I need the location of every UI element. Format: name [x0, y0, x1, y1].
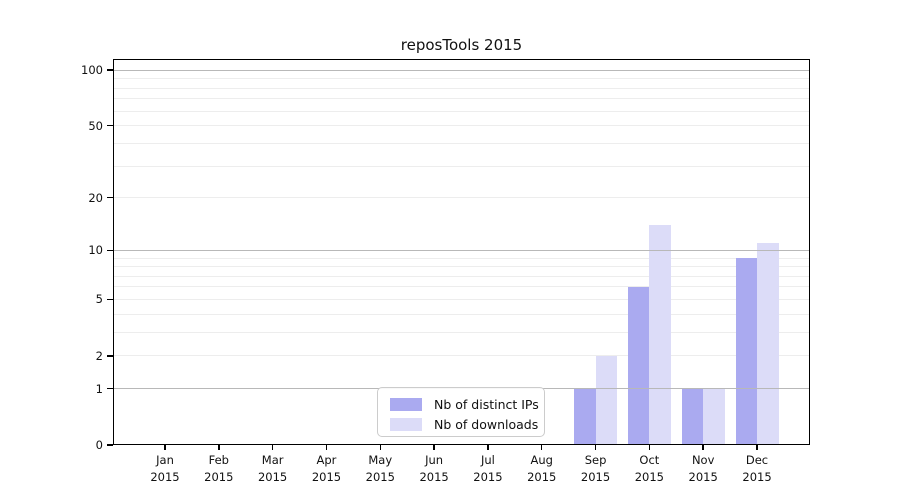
y-tick-20 [107, 196, 113, 199]
major-gridline-10 [113, 249, 810, 251]
y-tick-label-20: 20 [88, 190, 103, 205]
x-tick-label-oct-2015: Oct 2015 [634, 453, 665, 484]
bar-nb-of-downloads-dec-2015 [757, 243, 779, 445]
legend-item-nb-of-distinct-ips: Nb of distinct IPs [390, 395, 544, 413]
minor-gridline-80 [113, 87, 810, 89]
x-tick-label-may-2015: May 2015 [365, 453, 395, 484]
minor-gridline-7 [113, 275, 810, 277]
x-tick-label-sep-2015: Sep 2015 [580, 453, 611, 484]
minor-gridline-70 [113, 98, 810, 100]
x-tick-label-jan-2015: Jan 2015 [150, 453, 180, 484]
x-tick-sep-2015 [594, 445, 597, 450]
y-tick-label-5: 5 [95, 292, 103, 307]
legend-swatch-nb-of-distinct-ips [390, 397, 422, 411]
legend-label-nb-of-distinct-ips: Nb of distinct IPs [434, 396, 539, 412]
minor-gridline-90 [113, 78, 810, 80]
x-tick-dec-2015 [756, 445, 758, 450]
major-gridline-100 [113, 69, 810, 71]
legend-swatch-nb-of-downloads [390, 417, 422, 431]
y-tick-100 [107, 69, 113, 71]
y-tick-label-2: 2 [95, 348, 103, 363]
bar-nb-of-distinct-ips-sep-2015 [574, 388, 596, 445]
minor-gridline-3 [113, 331, 810, 333]
x-tick-label-dec-2015: Dec 2015 [742, 453, 772, 484]
bar-nb-of-distinct-ips-dec-2015 [735, 258, 758, 445]
y-tick-label-100: 100 [81, 63, 103, 78]
minor-gridline-4 [113, 313, 810, 315]
y-tick-5 [107, 298, 113, 301]
y-tick-label-0: 0 [95, 438, 103, 452]
minor-gridline-30 [113, 165, 810, 167]
x-tick-jun-2015 [433, 445, 435, 450]
bar-nb-of-downloads-nov-2015 [703, 388, 725, 445]
minor-gridline-40 [113, 142, 810, 144]
minor-gridline-50 [113, 125, 810, 127]
x-tick-apr-2015 [325, 445, 328, 450]
legend-item-nb-of-downloads: Nb of downloads [390, 415, 544, 433]
bar-nb-of-distinct-ips-nov-2015 [681, 388, 704, 445]
minor-gridline-8 [113, 266, 810, 268]
y-tick-1 [107, 387, 113, 390]
x-tick-label-apr-2015: Apr 2015 [311, 453, 342, 484]
y-tick-0 [107, 444, 113, 446]
legend: Nb of distinct IPs Nb of downloads [377, 387, 545, 437]
x-tick-aug-2015 [540, 445, 543, 450]
minor-gridline-6 [113, 286, 810, 288]
y-tick-label-10: 10 [88, 243, 103, 258]
minor-gridline-2 [113, 355, 810, 357]
x-tick-label-mar-2015: Mar 2015 [257, 453, 288, 484]
minor-gridline-20 [113, 197, 810, 199]
x-tick-jan-2015 [164, 445, 166, 450]
bar-nb-of-downloads-sep-2015 [595, 355, 618, 445]
y-tick-label-50: 50 [88, 118, 103, 133]
minor-gridline-5 [113, 298, 810, 300]
y-tick-2 [107, 355, 113, 357]
legend-label-nb-of-downloads: Nb of downloads [434, 416, 539, 432]
x-tick-oct-2015 [648, 445, 651, 450]
bar-nb-of-distinct-ips-oct-2015 [627, 286, 650, 445]
plot-area: Nb of distinct IPs Nb of downloads [113, 59, 810, 445]
x-tick-label-jul-2015: Jul 2015 [473, 453, 503, 484]
y-tick-50 [107, 124, 113, 127]
x-tick-nov-2015 [702, 445, 704, 450]
chart-title: reposTools 2015 [400, 36, 523, 54]
minor-gridline-9 [113, 257, 810, 259]
x-tick-label-nov-2015: Nov 2015 [688, 453, 718, 484]
x-tick-label-jun-2015: Jun 2015 [419, 453, 449, 484]
y-tick-10 [107, 249, 113, 251]
x-tick-jul-2015 [487, 445, 489, 450]
x-tick-label-feb-2015: Feb 2015 [204, 453, 234, 484]
x-tick-label-aug-2015: Aug 2015 [527, 453, 557, 484]
x-tick-may-2015 [379, 445, 382, 450]
minor-gridline-60 [113, 110, 810, 112]
x-tick-feb-2015 [218, 445, 220, 450]
x-tick-mar-2015 [271, 445, 274, 450]
bar-nb-of-downloads-oct-2015 [649, 225, 671, 445]
y-tick-label-1: 1 [95, 381, 103, 396]
